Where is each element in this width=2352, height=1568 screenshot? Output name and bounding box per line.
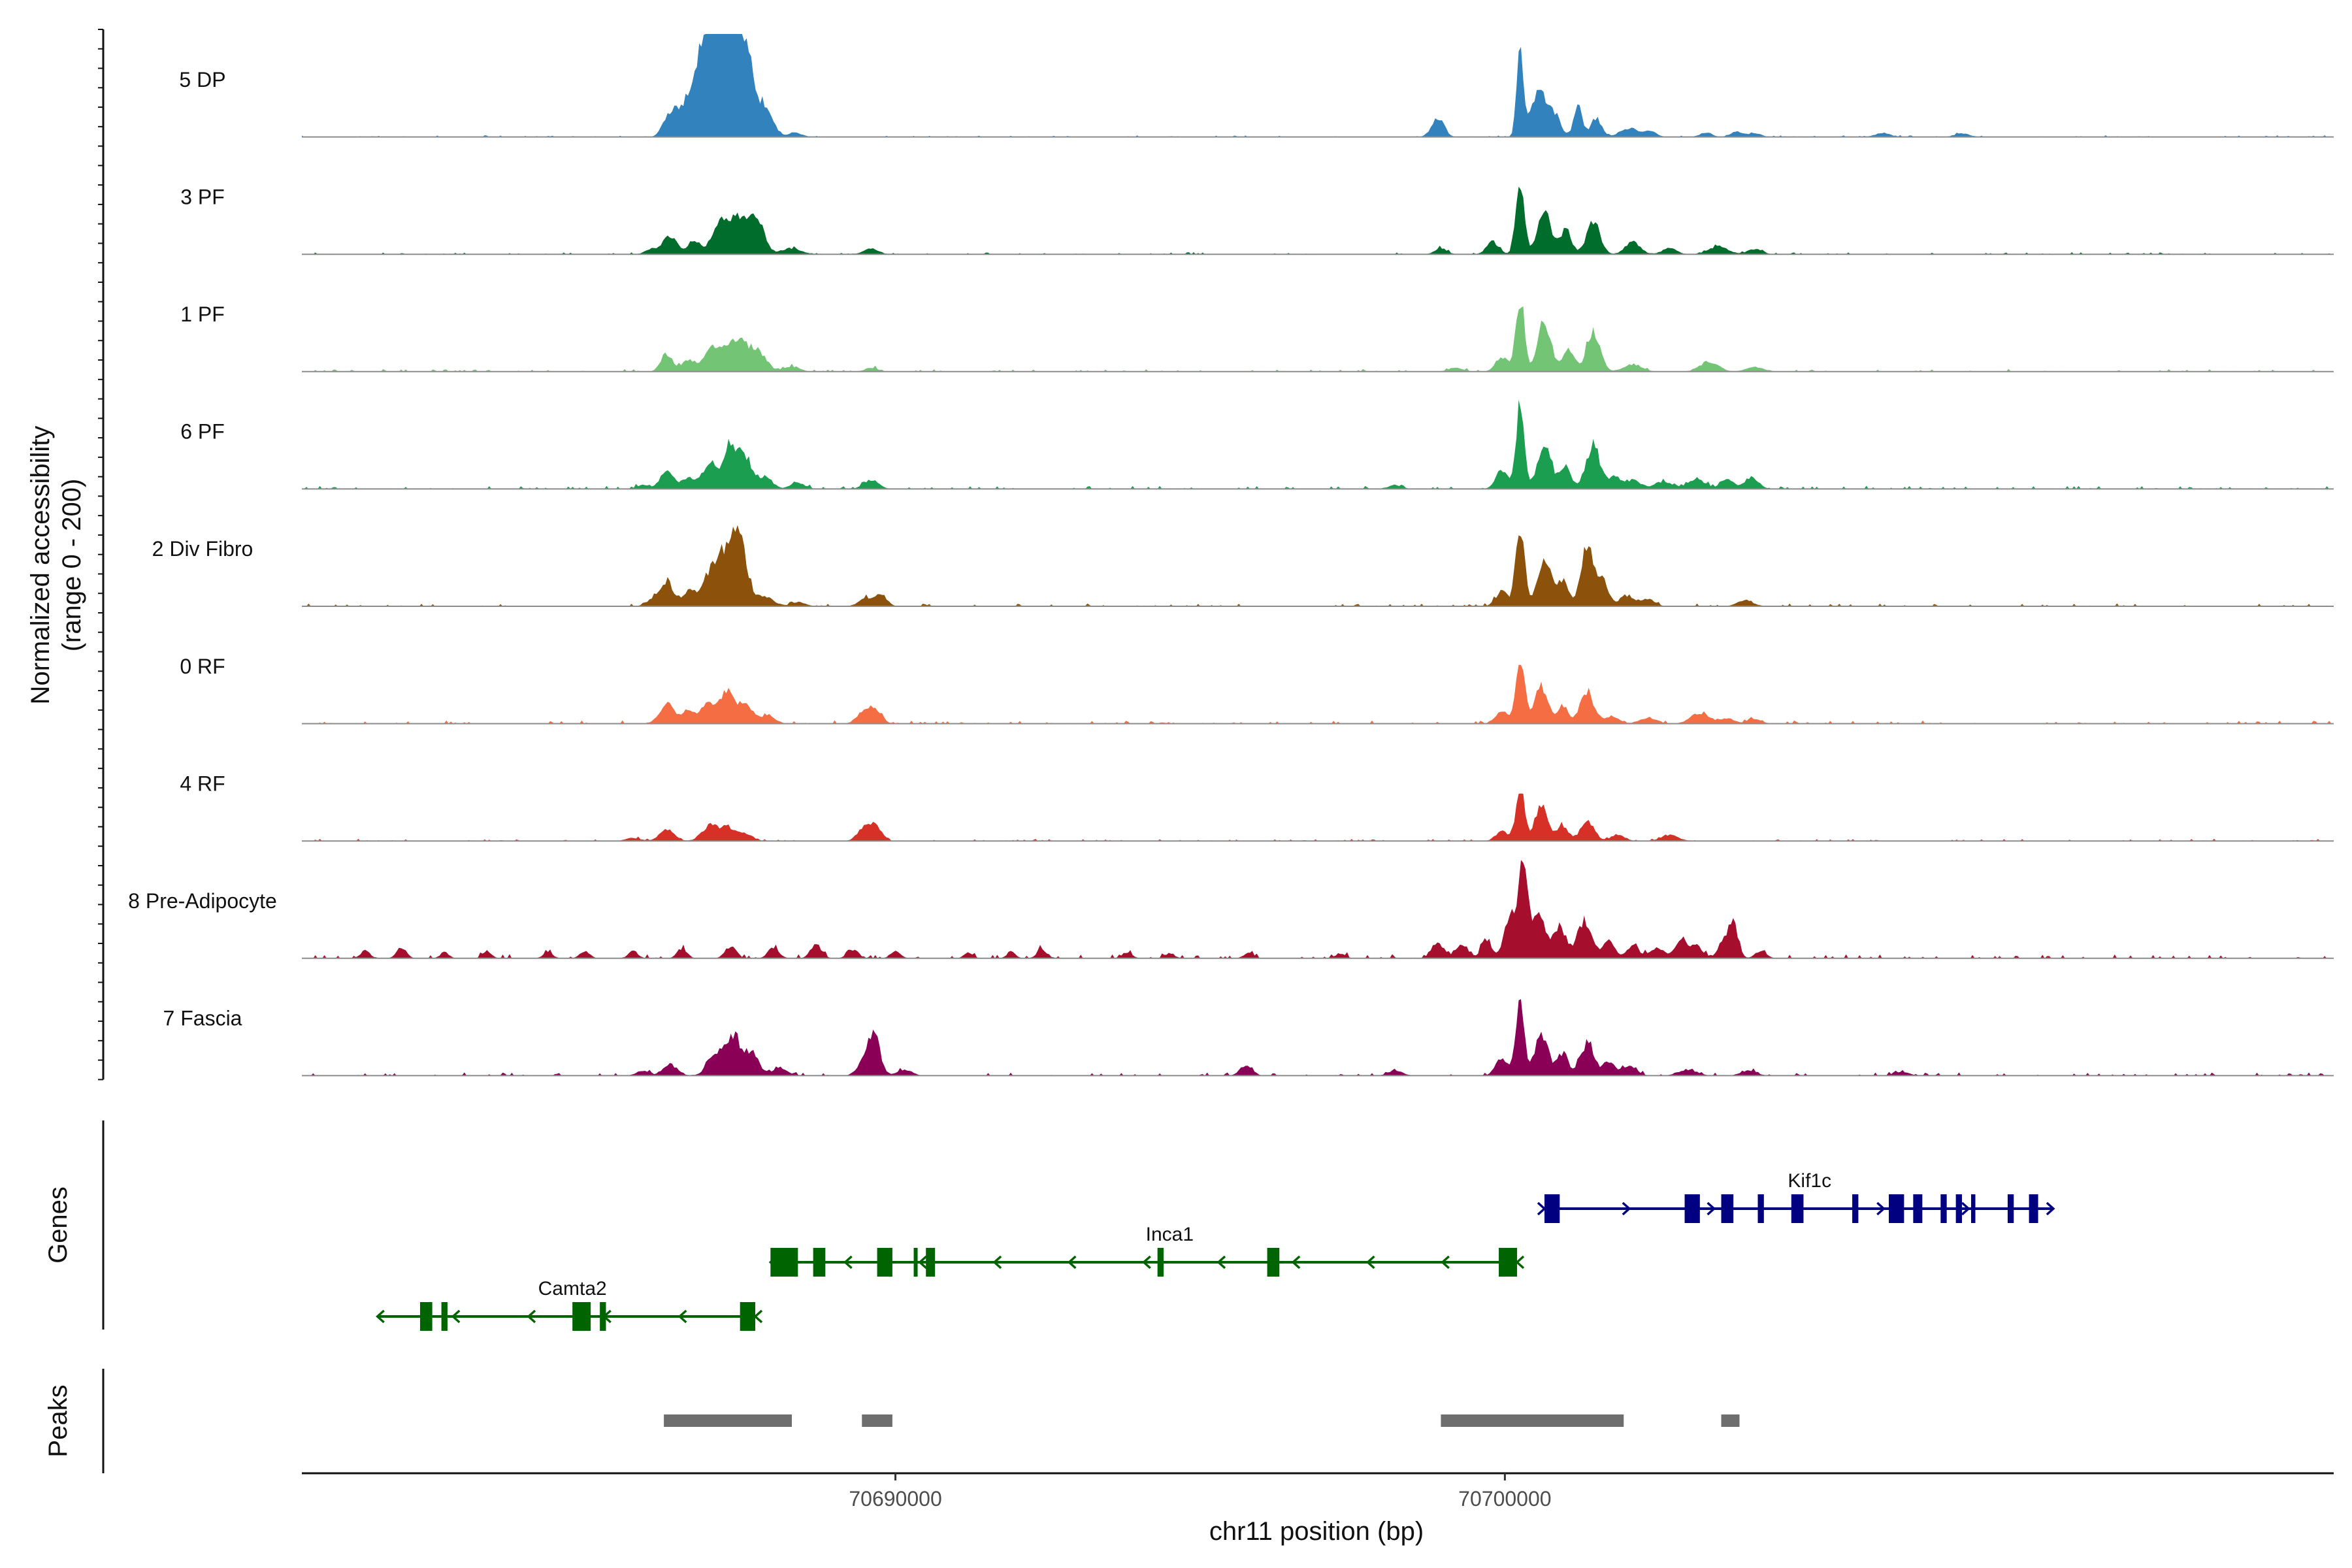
exon xyxy=(1791,1194,1804,1223)
track-4-rf: 4 RF xyxy=(180,772,2334,842)
exon xyxy=(770,1248,798,1277)
coverage-area-6-pf xyxy=(302,399,2334,489)
coverage-area-0-rf xyxy=(302,664,2334,724)
track-6-pf: 6 PF xyxy=(180,399,2334,490)
coverage-area-7-fascia xyxy=(302,999,2334,1076)
exon xyxy=(1852,1194,1859,1223)
strand-arrow xyxy=(1441,1255,1450,1269)
strand-arrow xyxy=(1067,1255,1077,1269)
strand-arrow xyxy=(992,1255,1002,1269)
exon xyxy=(1970,1194,1976,1223)
gene-kif1c: Kif1c xyxy=(1537,1170,2055,1223)
gene-label: Camta2 xyxy=(538,1278,607,1299)
strand-arrow xyxy=(451,1309,461,1324)
track-label: 7 Fascia xyxy=(163,1007,242,1030)
strand-arrow xyxy=(1291,1255,1301,1269)
exon xyxy=(2029,1194,2038,1223)
track-label: 3 PF xyxy=(180,185,225,208)
y-axis-title-line1: Normalized accessibility xyxy=(26,426,55,705)
y-axis-title-line2: (range 0 - 200) xyxy=(57,479,86,652)
track-label: 5 DP xyxy=(179,68,225,91)
strand-arrow xyxy=(1515,1255,1525,1269)
exon xyxy=(926,1248,936,1277)
strand-arrow xyxy=(1707,1201,1716,1216)
exon xyxy=(1267,1248,1280,1277)
coverage-area-4-rf xyxy=(302,793,2334,841)
gene-inca1: Inca1 xyxy=(768,1224,1525,1277)
peaks-panel-title: Peaks xyxy=(44,1384,73,1457)
peak-region xyxy=(862,1414,892,1427)
strand-arrow xyxy=(918,1255,928,1269)
track-label: 4 RF xyxy=(180,772,225,795)
gene-camta2: Camta2 xyxy=(376,1278,763,1331)
y-axis xyxy=(98,29,105,1081)
peak-region xyxy=(1441,1414,1624,1427)
exon xyxy=(913,1248,918,1277)
exon xyxy=(1544,1194,1560,1223)
y-axis-title: Normalized accessibility (range 0 - 200) xyxy=(26,426,86,705)
track-label: 0 RF xyxy=(180,655,225,678)
strand-arrow xyxy=(1365,1255,1375,1269)
strand-arrow xyxy=(843,1255,853,1269)
track-8-pre-adipocyte: 8 Pre-Adipocyte xyxy=(128,860,2334,959)
strand-arrow xyxy=(1961,1201,1970,1216)
gene-label: Inca1 xyxy=(1146,1224,1194,1245)
exon xyxy=(1955,1194,1962,1223)
x-tick-label: 70700000 xyxy=(1458,1487,1551,1511)
x-axis-title: chr11 position (bp) xyxy=(1209,1517,1424,1546)
strand-arrow xyxy=(678,1309,687,1324)
exon xyxy=(813,1248,826,1277)
coverage-area-8-pre-adipocyte xyxy=(302,860,2334,958)
exon xyxy=(1684,1194,1700,1223)
coverage-area-2-div-fibro xyxy=(302,525,2334,606)
peak-region xyxy=(664,1414,792,1427)
exon xyxy=(1721,1194,1734,1223)
strand-arrow xyxy=(1537,1201,1546,1216)
peaks-panel: Peaks xyxy=(44,1369,1740,1473)
exon xyxy=(1499,1248,1518,1277)
exon xyxy=(1940,1194,1947,1223)
exon xyxy=(1757,1194,1764,1223)
exon xyxy=(1889,1194,1904,1223)
coverage-area-3-pf xyxy=(302,186,2334,255)
strand-arrow xyxy=(527,1309,536,1324)
track-label: 1 PF xyxy=(180,302,225,326)
track-2-div-fibro: 2 Div Fibro xyxy=(152,525,2334,607)
track-3-pf: 3 PF xyxy=(180,185,2334,255)
track-label: 8 Pre-Adipocyte xyxy=(128,889,277,913)
strand-arrow xyxy=(2046,1201,2055,1216)
x-axis: 70690000 70700000 xyxy=(302,1472,2334,1511)
track-5-dp: 5 DP xyxy=(179,34,2334,138)
coverage-tracks: 5 DP 3 PF 1 PF 6 PF 2 Div Fibro 0 RF 4 RF 8 Pre… xyxy=(128,34,2334,1077)
strand-arrow xyxy=(1876,1201,1886,1216)
exon xyxy=(1157,1248,1164,1277)
track-0-rf: 0 RF xyxy=(180,655,2334,725)
exon xyxy=(740,1302,756,1331)
coverage-area-1-pf xyxy=(302,306,2334,372)
strand-arrow xyxy=(1142,1255,1151,1269)
genes-panel-title: Genes xyxy=(44,1186,73,1264)
exon xyxy=(877,1248,892,1277)
strand-arrow xyxy=(753,1309,763,1324)
exon xyxy=(2007,1194,2014,1223)
strand-arrow xyxy=(1622,1201,1631,1216)
strand-arrow xyxy=(1217,1255,1226,1269)
exon xyxy=(1913,1194,1923,1223)
x-tick-label: 70690000 xyxy=(849,1487,941,1511)
coverage-area-5-dp xyxy=(302,34,2334,137)
peak-region xyxy=(1721,1414,1740,1427)
strand-arrow xyxy=(376,1309,385,1324)
track-label: 2 Div Fibro xyxy=(152,537,253,561)
exon xyxy=(600,1302,606,1331)
exon xyxy=(572,1302,591,1331)
genes-panel: Genes Kif1c Inca1 Camta2 xyxy=(44,1120,2055,1331)
gene-label: Kif1c xyxy=(1788,1170,1831,1192)
track-label: 6 PF xyxy=(180,420,225,444)
exon xyxy=(419,1302,433,1331)
track-1-pf: 1 PF xyxy=(180,302,2334,372)
track-7-fascia: 7 Fascia xyxy=(163,999,2334,1077)
exon xyxy=(441,1302,448,1331)
